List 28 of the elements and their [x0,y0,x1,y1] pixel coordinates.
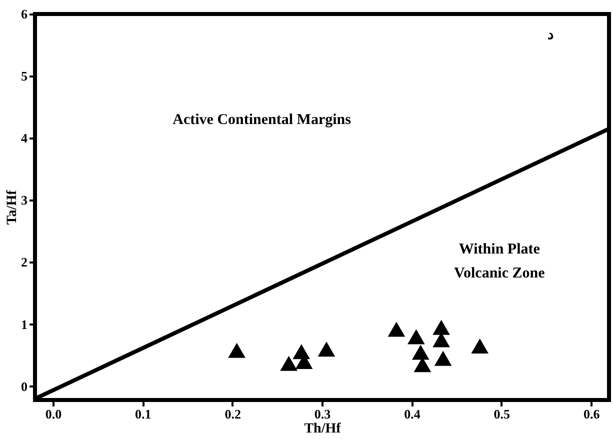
point [471,338,489,354]
x-tick-label: 0.5 [494,406,510,422]
y-tick-label: 3 [21,192,28,208]
x-axis-title: Th/Hf [304,422,342,436]
annotation: Within Plate Volcanic Zone [454,242,546,282]
point [434,350,452,366]
point [228,342,246,358]
point [408,329,425,344]
x-tick-label: 0.6 [583,406,600,422]
x-tick-label: 0.0 [45,406,62,422]
y-tick-label: 2 [21,254,28,270]
annotation: د [548,28,554,43]
y-tick-label: 6 [21,6,28,22]
point [318,342,336,357]
y-tick-label: 1 [21,316,28,332]
x-tick-label: 0.4 [404,406,421,422]
x-tick-label: 0.1 [135,406,152,422]
annotation: Active Continental Margins [172,112,352,128]
y-tick-label: 4 [21,130,28,146]
y-tick-label: 5 [21,68,28,84]
y-tick-label: 0 [21,378,28,394]
point [280,356,298,371]
point [432,320,450,335]
x-tick-label: 0.3 [314,406,332,422]
y-axis-title: Ta/Hf [5,190,20,225]
x-tick-label: 0.2 [224,406,241,422]
point [412,344,430,360]
point [388,322,406,337]
